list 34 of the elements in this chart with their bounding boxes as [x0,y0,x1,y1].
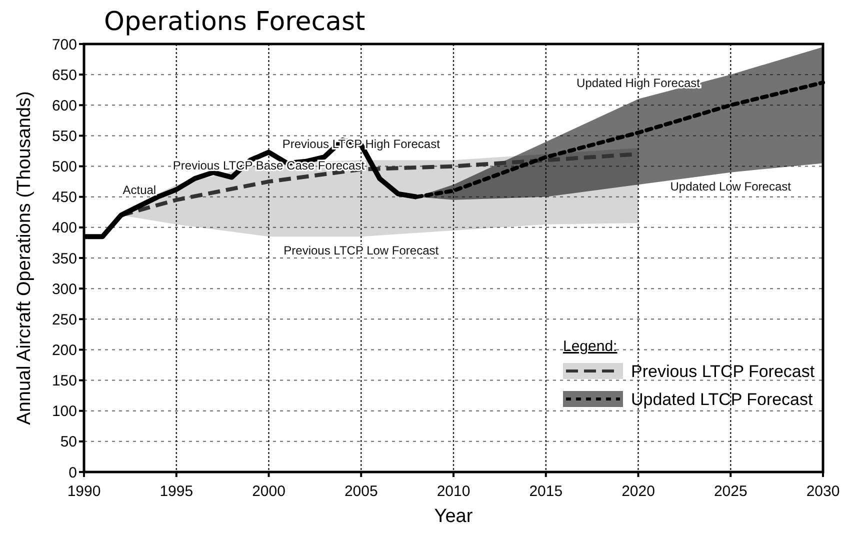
y-tick-label: 400 [52,220,77,237]
x-tick-label: 2015 [529,483,563,500]
annotation: Updated Low Forecast [670,179,792,194]
y-axis-title: Annual Aircraft Operations (Thousands) [14,91,35,425]
x-axis-title: Year [434,506,474,527]
y-tick-label: 700 [52,36,77,54]
y-tick-label: 200 [52,342,77,359]
annotation: Updated High Forecast [576,76,701,90]
y-tick-label: 550 [52,128,77,145]
y-tick-label: 250 [52,311,77,328]
y-tick-label: 150 [52,372,77,390]
y-tick-label: 450 [52,189,77,206]
y-tick-label: 100 [52,403,77,420]
x-tick-label: 2005 [344,483,378,500]
y-tick-label: 350 [52,250,77,268]
chart-title: Operations Forecast [104,7,366,37]
y-tick-label: 500 [52,158,77,176]
x-tick-label: 1995 [160,483,194,500]
annotation: Previous LTCP Low Forecast [284,244,440,258]
legend-label: Previous LTCP Forecast [631,362,815,381]
x-tick-label: 2020 [622,483,655,500]
x-tick-label: 2030 [806,483,840,500]
x-tick-label: 2010 [436,483,470,500]
legend-title: Legend: [563,338,618,355]
y-tick-label: 600 [52,97,77,114]
x-tick-label: 2000 [252,483,286,500]
y-tick-label: 300 [52,280,77,298]
y-tick-label: 0 [68,464,77,482]
legend-label: Updated LTCP Forecast [631,390,814,409]
x-tick-label: 2025 [714,483,748,500]
annotation: Actual [122,183,156,198]
y-tick-label: 650 [52,66,77,84]
x-tick-label: 1990 [67,483,101,500]
y-tick-label: 50 [60,434,77,451]
